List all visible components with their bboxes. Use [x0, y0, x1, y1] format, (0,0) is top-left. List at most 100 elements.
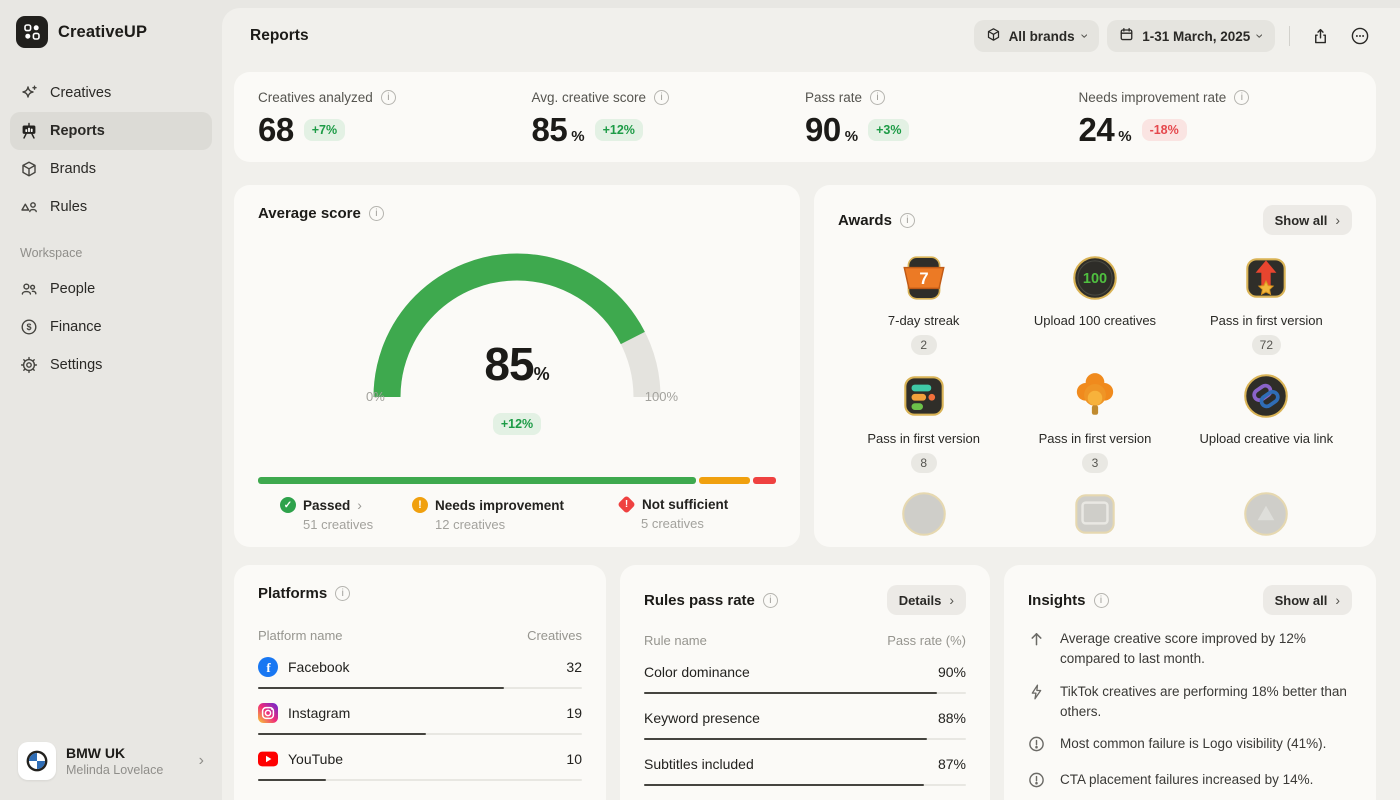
segment-needs-improvement: [698, 477, 750, 484]
sidebar-item-label: Brands: [50, 161, 96, 177]
sidebar-item-finance[interactable]: $ Finance: [10, 308, 212, 346]
award-item: Pass in first version 3: [1009, 369, 1180, 473]
arrow-up-icon: [1028, 629, 1046, 670]
stat-delta-badge: +7%: [303, 119, 346, 141]
sidebar-item-settings[interactable]: Settings: [10, 346, 212, 384]
award-item: Pass in first version 8: [838, 369, 1009, 473]
award-count-badge: 8: [910, 453, 937, 473]
chevron-right-icon: ›: [1335, 592, 1340, 608]
app-logo: CreativeUP: [10, 16, 212, 48]
insight-item: TikTok creatives are performing 18% bett…: [1028, 682, 1352, 723]
segment-passed: [258, 477, 696, 484]
sidebar-item-creatives[interactable]: Creatives: [10, 74, 212, 112]
dollar-circle-icon: $: [20, 318, 38, 336]
score-distribution-bar: [258, 477, 776, 484]
arrow-star-badge-icon: [1246, 258, 1287, 298]
workspace-section-label: Workspace: [20, 246, 83, 260]
info-icon[interactable]: i: [380, 90, 396, 105]
exclamation-diamond-icon: !: [617, 495, 636, 514]
platform-bar: [258, 733, 427, 735]
insight-item: Most common failure is Logo visibility (…: [1028, 734, 1352, 758]
award-count-badge: 3: [1081, 453, 1108, 473]
stat-creatives-analyzed: Creatives analyzed i 68 +7%: [258, 90, 532, 149]
insight-item: CTA placement failures increased by 14%.: [1028, 770, 1352, 794]
platform-bar: [258, 687, 505, 689]
app-name: CreativeUP: [58, 22, 148, 41]
platform-name: Facebook: [288, 659, 350, 675]
rule-bar: [644, 784, 925, 786]
stat-needs-improvement-rate: Needs improvement rate i 24% -18%: [1079, 90, 1353, 149]
people-icon: [20, 280, 38, 298]
rule-name: Color dominance: [644, 664, 750, 680]
insights-show-all-button[interactable]: Show all ›: [1262, 585, 1352, 615]
platform-value: 10: [566, 751, 582, 767]
legend-passed[interactable]: ✓ Passed › 51 creatives: [280, 497, 373, 532]
chevron-right-icon: ›: [357, 497, 362, 513]
platform-value: 32: [566, 659, 582, 675]
svg-text:100: 100: [1083, 271, 1107, 287]
gauge-value: 85%: [484, 338, 550, 390]
chevron-right-icon: ›: [949, 592, 954, 608]
brand-filter-value: All brands: [1008, 28, 1075, 44]
award-item: 100 Upload 100 creatives: [1009, 251, 1180, 355]
rule-value: 88%: [937, 710, 966, 726]
award-count-badge: 2: [910, 335, 937, 355]
date-range-dropdown[interactable]: 1-31 March, 2025 ›: [1107, 20, 1275, 52]
rule-value: 87%: [937, 756, 966, 772]
gear-icon: [20, 356, 38, 374]
average-score-card: Average score i 85% 0% 100% +12%: [234, 185, 800, 547]
svg-text:7: 7: [919, 269, 928, 288]
stat-label: Needs improvement rate: [1078, 90, 1227, 105]
legend-count: 51 creatives: [303, 517, 374, 532]
card-title: Insights: [1028, 591, 1086, 609]
award-label: Pass in first version: [1209, 313, 1323, 328]
brand-filter-dropdown[interactable]: All brands ›: [973, 20, 1100, 52]
more-options-button[interactable]: [1344, 20, 1376, 52]
date-range-value: 1-31 March, 2025: [1142, 28, 1251, 44]
column-header: Creatives: [527, 628, 582, 643]
insight-text: Most common failure is Logo visibility (…: [1060, 736, 1327, 751]
sidebar-item-reports[interactable]: Reports: [10, 112, 212, 150]
exclamation-circle-icon: !: [412, 497, 428, 513]
stat-label: Avg. creative score: [531, 90, 647, 105]
stat-delta-badge: +12%: [594, 119, 643, 141]
column-header: Platform name: [258, 628, 343, 643]
stat-label: Pass rate: [805, 90, 863, 105]
info-icon[interactable]: i: [654, 90, 670, 105]
average-score-gauge: [373, 253, 661, 398]
info-icon[interactable]: i: [899, 212, 915, 228]
info-icon[interactable]: i: [870, 90, 886, 105]
gauge-delta-badge: +12%: [492, 413, 542, 435]
main-panel: Reports All brands ›: [222, 8, 1400, 800]
chevron-down-icon: ›: [1252, 33, 1269, 39]
gauge-max-label: 100%: [644, 389, 678, 404]
awards-show-all-button[interactable]: Show all ›: [1262, 205, 1352, 235]
chevron-right-icon: ›: [1335, 212, 1340, 228]
share-export-button[interactable]: [1304, 20, 1336, 52]
stat-value: 24: [1078, 111, 1115, 148]
cube-icon: [20, 160, 38, 178]
platform-name: Instagram: [288, 705, 351, 721]
stat-delta-badge: +3%: [868, 119, 910, 141]
info-icon[interactable]: i: [1093, 592, 1109, 608]
legend-not-sufficient: ! Not sufficient 5 creatives: [617, 495, 728, 531]
platforms-card: Platforms i Platform name Creatives f Fa…: [234, 565, 606, 800]
info-icon[interactable]: i: [368, 206, 384, 221]
legend-count: 12 creatives: [435, 517, 506, 532]
avatar: [18, 742, 56, 780]
info-icon[interactable]: i: [335, 586, 351, 601]
sidebar-item-rules[interactable]: Rules: [10, 188, 212, 226]
sidebar-item-people[interactable]: People: [10, 270, 212, 308]
alert-circle-icon: [1028, 770, 1046, 794]
card-title: Rules pass rate: [644, 591, 755, 609]
sparkle-icon: [20, 84, 38, 102]
rules-details-button[interactable]: Details ›: [886, 585, 966, 615]
info-icon[interactable]: i: [762, 592, 778, 608]
workspace-user-card[interactable]: BMW UK Melinda Lovelace ›: [10, 736, 212, 786]
sidebar: CreativeUP Creatives: [0, 0, 222, 800]
page-title: Reports: [250, 27, 309, 44]
platform-value: 19: [566, 705, 582, 721]
sidebar-item-brands[interactable]: Brands: [10, 150, 212, 188]
info-icon[interactable]: i: [1234, 90, 1250, 105]
award-item-locked: [1009, 487, 1180, 541]
